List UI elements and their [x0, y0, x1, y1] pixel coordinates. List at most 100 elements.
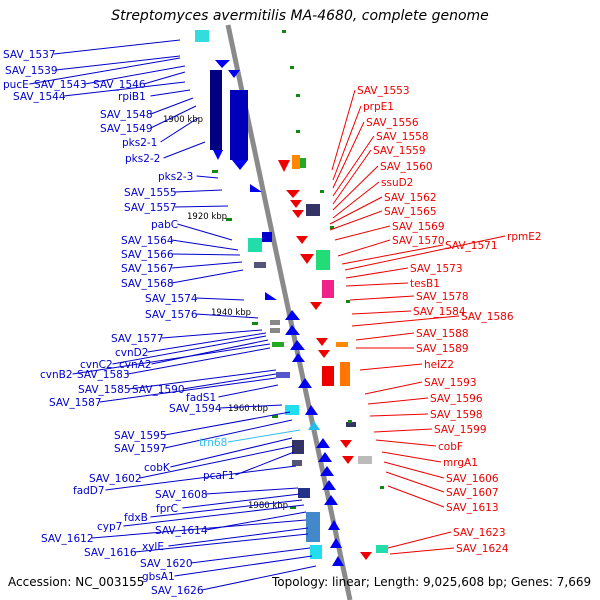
left-gene-label[interactable]: cobK	[144, 462, 171, 474]
accession-text: Accession: NC_003155	[8, 575, 145, 589]
right-gene-label[interactable]: SAV_1553	[357, 85, 410, 97]
right-gene-label[interactable]: SAV_1613	[446, 502, 499, 514]
left-leader-line	[168, 527, 309, 547]
left-gene-label[interactable]: SAV_1590	[132, 384, 185, 396]
left-gene-label[interactable]: SAV_1616	[84, 547, 137, 559]
left-leader-line	[160, 117, 199, 143]
left-gene-label[interactable]: SAV_1557	[124, 202, 177, 214]
right-leader-line	[367, 397, 429, 405]
right-gene-label[interactable]: SAV_1578	[416, 291, 469, 303]
left-gene-label[interactable]: SAV_1546	[93, 79, 146, 91]
right-gene-label[interactable]: SAV_1556	[366, 117, 419, 129]
left-gene-label[interactable]: SAV_1566	[121, 249, 174, 261]
right-gene-label[interactable]: SAV_1593	[424, 377, 477, 389]
right-gene-label[interactable]: cobF	[438, 441, 463, 453]
right-gene-label[interactable]: ssuD2	[381, 177, 413, 189]
right-gene-label[interactable]: rpmE2	[507, 231, 542, 243]
left-gene-label[interactable]: pks2-3	[158, 171, 193, 183]
left-leader-line	[170, 437, 293, 468]
trna-label[interactable]: trn68	[199, 437, 227, 449]
left-gene-label[interactable]: cvnA2	[119, 359, 152, 371]
left-gene-label[interactable]: SAV_1626	[151, 585, 204, 597]
right-gene-label[interactable]: SAV_1584	[413, 306, 466, 318]
left-leader-line	[84, 65, 186, 85]
left-gene-label[interactable]: gbsA1	[142, 571, 175, 583]
right-gene-label[interactable]: mrgA1	[443, 457, 478, 469]
right-gene-label[interactable]: SAV_1624	[456, 543, 509, 555]
left-gene-label[interactable]: rpiB1	[118, 91, 146, 103]
trna-leader-line	[227, 429, 301, 443]
right-gene-label[interactable]: SAV_1571	[445, 240, 498, 252]
left-gene-label[interactable]: SAV_1539	[5, 65, 58, 77]
right-gene-label[interactable]: SAV_1558	[376, 131, 429, 143]
left-gene-label[interactable]: SAV_1568	[121, 278, 174, 290]
left-gene-label[interactable]: fadD7	[73, 485, 105, 497]
left-gene-label[interactable]: SAV_1594	[169, 403, 222, 415]
left-gene-label[interactable]: SAV_1620	[140, 558, 193, 570]
left-gene-label[interactable]: fdxB	[124, 512, 148, 524]
left-gene-label[interactable]: SAV_1597	[114, 443, 167, 455]
right-gene-label[interactable]: SAV_1607	[446, 487, 499, 499]
left-gene-label[interactable]: fadS1	[186, 392, 216, 404]
right-leader-line	[389, 547, 455, 555]
right-gene-label[interactable]: SAV_1588	[416, 328, 469, 340]
left-gene-label[interactable]: pks2-1	[122, 137, 157, 149]
right-gene-label[interactable]: tesB1	[410, 278, 440, 290]
left-leader-line	[105, 465, 297, 491]
left-gene-label[interactable]: pucE	[3, 79, 29, 91]
right-gene-label[interactable]: SAV_1569	[392, 221, 445, 233]
left-gene-label[interactable]: SAV_1602	[89, 473, 142, 485]
left-leader-line	[201, 565, 317, 591]
right-leader-line	[345, 282, 409, 287]
left-gene-label[interactable]: SAV_1583	[77, 369, 130, 381]
left-gene-label[interactable]: SAV_1612	[41, 533, 94, 545]
left-gene-label[interactable]: pks2-2	[125, 153, 160, 165]
left-gene-label[interactable]: SAV_1574	[145, 293, 198, 305]
right-gene-label[interactable]: SAV_1560	[380, 161, 433, 173]
left-leader-line	[182, 373, 277, 390]
left-gene-label[interactable]: SAV_1608	[155, 489, 208, 501]
right-gene-label[interactable]: SAV_1606	[446, 473, 499, 485]
left-gene-label[interactable]: pabC	[151, 219, 178, 231]
right-gene-label[interactable]: SAV_1586	[461, 311, 514, 323]
right-gene-label[interactable]: SAV_1565	[384, 206, 437, 218]
left-gene-label[interactable]: SAV_1548	[100, 109, 153, 121]
left-gene-label[interactable]: SAV_1549	[100, 123, 153, 135]
right-gene-label[interactable]: SAV_1599	[434, 424, 487, 436]
right-leader-line	[369, 413, 429, 417]
right-gene-label[interactable]: SAV_1570	[392, 235, 445, 247]
right-gene-label[interactable]: prpE1	[363, 101, 394, 113]
left-gene-label[interactable]: cvnD2	[115, 347, 148, 359]
left-gene-label[interactable]: SAV_1587	[49, 397, 102, 409]
left-gene-label[interactable]: cyp7	[97, 521, 122, 533]
left-gene-label[interactable]: SAV_1576	[145, 309, 198, 321]
left-gene-label[interactable]: SAV_1585	[78, 384, 131, 396]
right-gene-label[interactable]: SAV_1589	[416, 343, 469, 355]
right-gene-label[interactable]: SAV_1573	[410, 263, 463, 275]
left-leader-line	[72, 343, 271, 375]
left-gene-label[interactable]: SAV_1544	[13, 91, 66, 103]
left-gene-label[interactable]: SAV_1537	[3, 49, 56, 61]
right-leader-line	[381, 451, 442, 463]
left-gene-label[interactable]: cvnC2	[80, 359, 113, 371]
left-gene-label[interactable]: SAV_1555	[124, 187, 177, 199]
left-gene-label[interactable]: fprC	[156, 503, 178, 515]
left-leader-line	[171, 253, 241, 256]
left-leader-line	[164, 419, 293, 449]
left-gene-label[interactable]: pcaF1	[203, 470, 235, 482]
left-gene-label[interactable]: SAV_1595	[114, 430, 167, 442]
right-gene-label[interactable]: SAV_1559	[373, 145, 426, 157]
right-gene-label[interactable]: SAV_1562	[384, 192, 437, 204]
right-gene-label[interactable]: helZ2	[424, 359, 454, 371]
left-gene-label[interactable]: SAV_1567	[121, 263, 174, 275]
right-gene-label[interactable]: SAV_1598	[430, 409, 483, 421]
left-gene-label[interactable]: SAV_1614	[155, 525, 208, 537]
left-gene-label[interactable]: SAV_1577	[111, 333, 164, 345]
left-gene-label[interactable]: cvnB2	[40, 369, 73, 381]
right-leader-line	[345, 267, 409, 279]
left-gene-label[interactable]: SAV_1543	[34, 79, 87, 91]
right-gene-label[interactable]: SAV_1596	[430, 393, 483, 405]
left-gene-label[interactable]: xylE	[142, 541, 164, 553]
right-gene-label[interactable]: SAV_1623	[453, 527, 506, 539]
left-gene-label[interactable]: SAV_1564	[121, 235, 174, 247]
